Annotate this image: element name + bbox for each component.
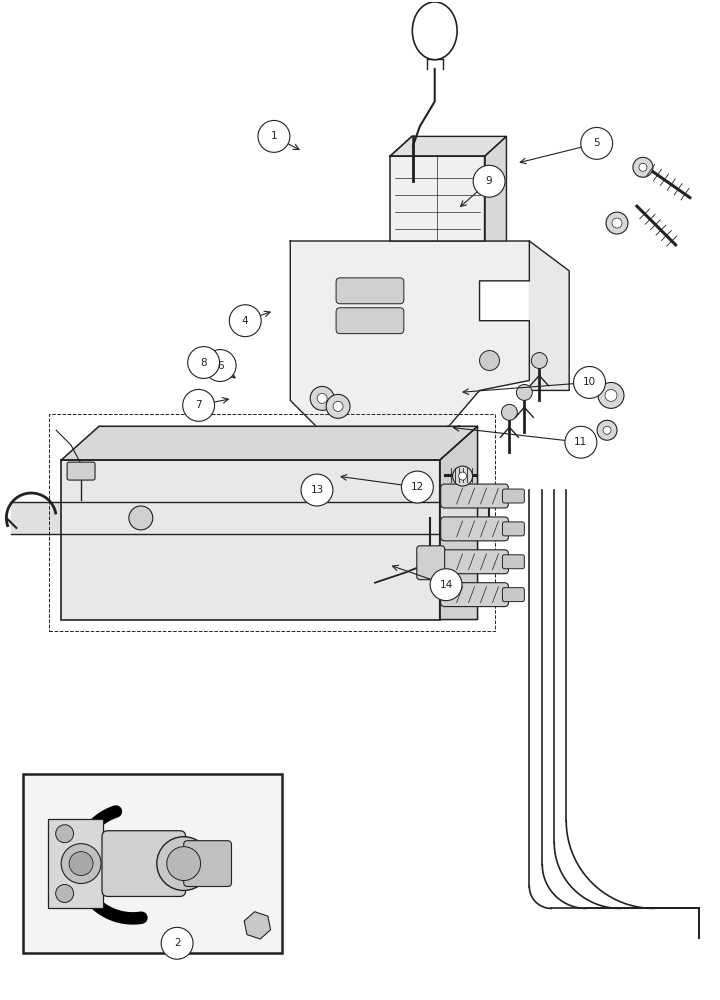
Circle shape [598, 382, 624, 408]
Circle shape [61, 844, 101, 884]
Text: 4: 4 [242, 316, 248, 326]
Circle shape [516, 384, 532, 400]
Polygon shape [440, 426, 477, 620]
FancyBboxPatch shape [102, 831, 186, 896]
FancyBboxPatch shape [441, 517, 508, 541]
Circle shape [473, 165, 505, 197]
Circle shape [639, 163, 647, 171]
Polygon shape [485, 136, 506, 241]
Circle shape [453, 466, 472, 486]
Circle shape [333, 401, 343, 411]
Circle shape [318, 393, 327, 403]
Text: 11: 11 [575, 437, 588, 447]
Circle shape [55, 825, 73, 843]
FancyBboxPatch shape [336, 308, 404, 334]
FancyBboxPatch shape [503, 588, 524, 602]
FancyBboxPatch shape [417, 546, 445, 580]
Polygon shape [61, 426, 477, 460]
Circle shape [310, 386, 334, 410]
Circle shape [229, 305, 261, 337]
FancyBboxPatch shape [184, 841, 232, 887]
Circle shape [55, 885, 73, 902]
Circle shape [326, 394, 350, 418]
Circle shape [459, 472, 467, 480]
FancyBboxPatch shape [336, 278, 404, 304]
Circle shape [188, 347, 220, 378]
FancyBboxPatch shape [503, 522, 524, 536]
Circle shape [69, 852, 93, 876]
FancyBboxPatch shape [48, 819, 103, 908]
Circle shape [501, 404, 518, 420]
Text: 13: 13 [310, 485, 323, 495]
Ellipse shape [413, 2, 457, 60]
FancyBboxPatch shape [441, 484, 508, 508]
Circle shape [531, 353, 547, 369]
FancyBboxPatch shape [61, 460, 440, 620]
Circle shape [612, 218, 622, 228]
Circle shape [161, 927, 193, 959]
Circle shape [603, 426, 611, 434]
FancyBboxPatch shape [390, 156, 485, 241]
Text: 10: 10 [583, 377, 596, 387]
FancyBboxPatch shape [441, 550, 508, 574]
Text: 12: 12 [410, 482, 424, 492]
FancyBboxPatch shape [23, 774, 282, 953]
Circle shape [565, 426, 597, 458]
FancyBboxPatch shape [503, 489, 524, 503]
Circle shape [301, 474, 333, 506]
Text: 6: 6 [217, 361, 223, 371]
Circle shape [480, 351, 500, 371]
Polygon shape [390, 136, 506, 156]
Text: 2: 2 [174, 938, 181, 948]
Circle shape [633, 157, 653, 177]
Text: 5: 5 [593, 138, 600, 148]
Circle shape [597, 420, 617, 440]
Circle shape [430, 569, 462, 601]
Polygon shape [529, 241, 570, 390]
Circle shape [574, 367, 606, 398]
FancyBboxPatch shape [67, 462, 95, 480]
Circle shape [129, 506, 153, 530]
Circle shape [581, 127, 613, 159]
FancyBboxPatch shape [503, 555, 524, 569]
Circle shape [402, 471, 433, 503]
Circle shape [605, 389, 617, 401]
Circle shape [167, 847, 201, 881]
Circle shape [258, 120, 290, 152]
Text: 1: 1 [271, 131, 277, 141]
Circle shape [183, 389, 215, 421]
Text: 7: 7 [195, 400, 202, 410]
Polygon shape [290, 241, 529, 445]
Text: 8: 8 [200, 358, 207, 368]
Circle shape [204, 350, 236, 381]
Circle shape [606, 212, 628, 234]
FancyBboxPatch shape [441, 583, 508, 607]
Text: 14: 14 [439, 580, 453, 590]
Text: 9: 9 [486, 176, 492, 186]
Circle shape [157, 837, 210, 890]
